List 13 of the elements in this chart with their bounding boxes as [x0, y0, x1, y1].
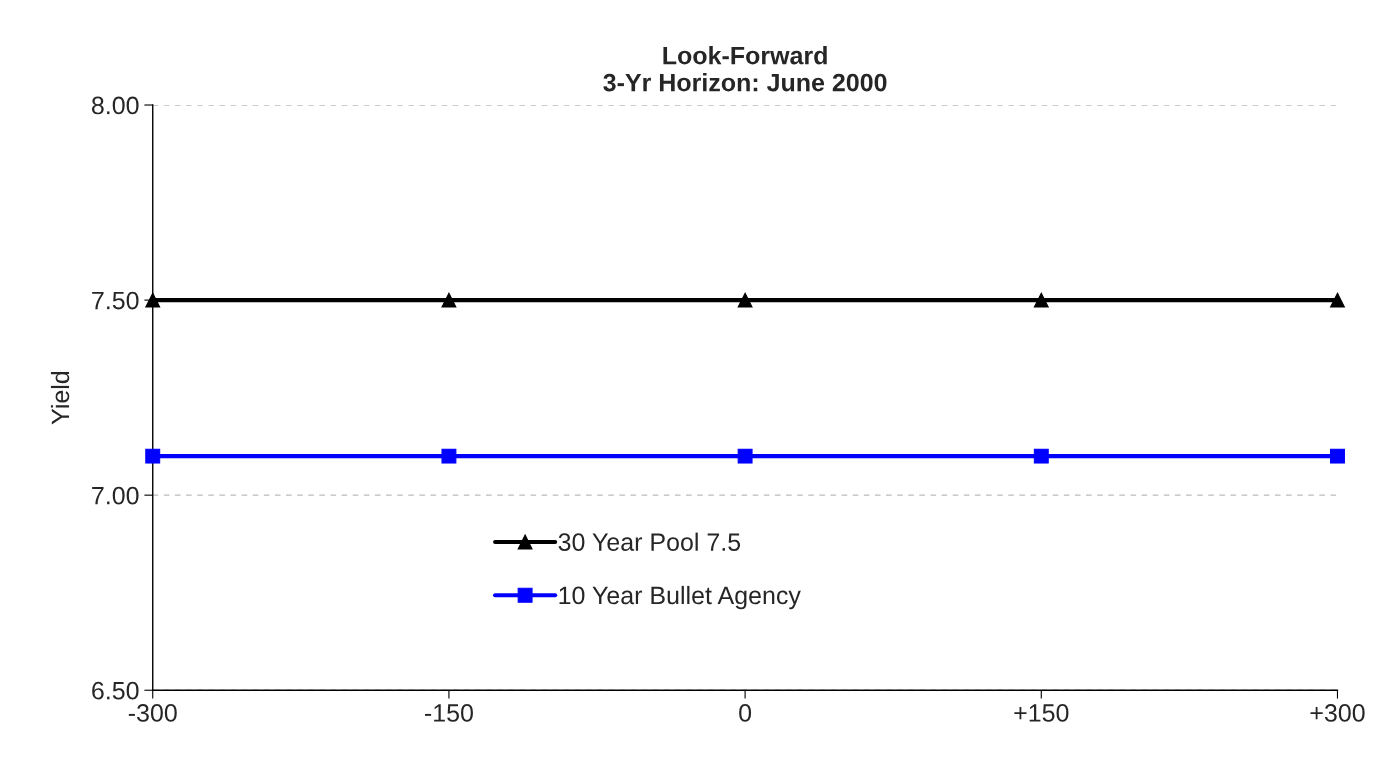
y-tick-label: 6.50	[92, 681, 139, 700]
x-tick-label: -150	[425, 704, 473, 722]
chart-title: Look-Forward 3-Yr Horizon: June 2000	[603, 46, 887, 92]
legend-label: 10 Year Bullet Agency	[559, 585, 801, 610]
x-tick-label: +150	[1014, 704, 1069, 722]
y-tick-label: 7.00	[92, 486, 139, 505]
x-tick-label: -300	[128, 704, 177, 722]
x-tick-label: 0	[739, 704, 752, 722]
y-tick-label: 7.50	[92, 291, 139, 310]
y-axis-title: Yield	[50, 371, 70, 425]
x-tick-label: +300	[1310, 704, 1365, 722]
y-tick-label: 8.00	[91, 96, 139, 115]
legend-label: 30 Year Pool 7.5	[558, 532, 741, 551]
